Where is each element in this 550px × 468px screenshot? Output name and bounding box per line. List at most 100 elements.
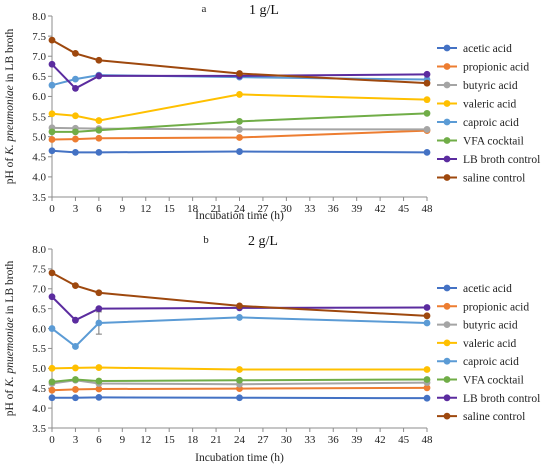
y-tick-label: 4.5	[32, 383, 46, 395]
data-point	[48, 60, 56, 68]
y-tick-label: 6.5	[32, 71, 46, 83]
legend-label: VFA cocktail	[463, 136, 524, 148]
legend-label: butyric acid	[463, 320, 518, 332]
data-point	[48, 136, 56, 143]
legend-label: LB broth control	[463, 393, 540, 405]
legend-label: valeric acid	[463, 338, 517, 350]
legend-item: VFA cocktail	[437, 136, 524, 148]
x-axis-label: Incubation time (h)	[195, 210, 284, 222]
data-point	[236, 394, 243, 402]
x-tick-label: 36	[328, 434, 340, 446]
x-tick-label: 6	[96, 434, 102, 446]
x-tick-label: 12	[140, 434, 151, 446]
x-tick-label: 27	[257, 434, 269, 446]
legend-label: saline control	[463, 411, 525, 423]
data-point	[48, 110, 56, 118]
legend-item: acetic acid	[437, 43, 512, 55]
x-tick-label: 33	[304, 434, 316, 446]
panel-letter: b	[203, 234, 209, 246]
x-tick-label: 12	[140, 203, 151, 215]
legend-item: saline control	[437, 173, 525, 185]
data-point	[236, 148, 243, 155]
legend-item: saline control	[437, 411, 525, 423]
series-saline-control	[48, 269, 431, 320]
data-point	[236, 126, 243, 133]
data-point	[423, 126, 431, 133]
data-point	[72, 112, 79, 120]
legend-swatch-marker	[443, 44, 451, 52]
x-tick-label: 39	[351, 434, 363, 446]
data-point	[95, 72, 103, 80]
data-point	[236, 314, 243, 321]
data-point	[236, 117, 243, 125]
x-tick-label: 15	[164, 434, 176, 446]
y-axis-label-part: pH of	[4, 387, 16, 416]
data-point	[236, 302, 243, 310]
x-tick-label: 24	[234, 203, 246, 215]
legend-item: VFA cocktail	[437, 375, 524, 387]
data-point	[95, 148, 103, 156]
x-tick-label: 3	[73, 203, 79, 215]
data-point	[423, 70, 431, 78]
legend-swatch-marker	[443, 412, 451, 420]
y-tick-label: 4.5	[32, 152, 46, 164]
legend-swatch-marker	[443, 81, 451, 89]
data-point	[48, 147, 56, 155]
data-point	[95, 56, 103, 64]
data-point	[423, 148, 431, 156]
legend-label: propionic acid	[463, 62, 529, 74]
legend-swatch-marker	[443, 321, 451, 328]
chart-title: 2 g/L	[248, 234, 278, 249]
legend-item: caproic acid	[437, 117, 519, 129]
data-point	[95, 289, 103, 297]
legend-swatch-marker	[443, 118, 451, 126]
data-point	[72, 75, 79, 83]
data-point	[48, 364, 56, 372]
legend-label: acetic acid	[463, 283, 512, 295]
y-tick-label: 5.5	[32, 343, 46, 355]
x-axis-label: Incubation time (h)	[195, 452, 284, 464]
data-point	[95, 126, 103, 134]
legend-label: LB broth control	[463, 154, 540, 166]
data-point	[72, 135, 79, 143]
data-point	[72, 282, 79, 289]
data-point	[72, 386, 79, 393]
legend-item: valeric acid	[437, 338, 517, 350]
legend-item: valeric acid	[437, 99, 517, 111]
data-point	[72, 364, 79, 372]
legend-swatch-marker	[443, 376, 451, 383]
legend-swatch-marker	[443, 339, 451, 347]
x-tick-label: 36	[328, 203, 340, 215]
y-tick-label: 5.0	[32, 131, 46, 143]
series-lb-broth-control	[48, 293, 431, 324]
chart-panel-b: 3.54.04.55.05.56.06.57.07.58.00 3 6 9 12 15 18…	[4, 234, 540, 464]
data-point	[72, 128, 79, 136]
x-tick-label: 33	[304, 203, 316, 215]
legend-swatch-marker	[443, 137, 451, 144]
data-point	[48, 325, 56, 332]
legend-swatch-marker	[443, 63, 451, 70]
data-point	[72, 50, 79, 57]
data-point	[72, 148, 79, 156]
y-axis-label-part: in LB broth	[4, 28, 16, 85]
series-acetic-acid	[48, 393, 431, 402]
x-tick-label: 9	[120, 434, 126, 446]
y-tick-label: 7.5	[32, 264, 46, 276]
y-tick-label: 7.0	[32, 284, 46, 296]
x-tick-label: 45	[398, 203, 410, 215]
series-valeric-acid	[48, 364, 431, 373]
data-point	[48, 269, 56, 277]
legend-swatch-marker	[443, 100, 451, 107]
legend-swatch-marker	[443, 394, 451, 402]
data-point	[72, 85, 79, 92]
x-tick-label: 21	[211, 434, 222, 446]
x-tick-label: 15	[164, 203, 176, 215]
series-valeric-acid	[48, 91, 431, 124]
data-point	[423, 109, 431, 117]
data-point	[95, 377, 103, 385]
y-tick-label: 7.5	[32, 31, 46, 43]
data-point	[95, 385, 103, 393]
x-tick-label: 30	[281, 203, 293, 215]
series-butyric-acid	[48, 124, 431, 133]
series-propionic-acid	[48, 384, 431, 394]
